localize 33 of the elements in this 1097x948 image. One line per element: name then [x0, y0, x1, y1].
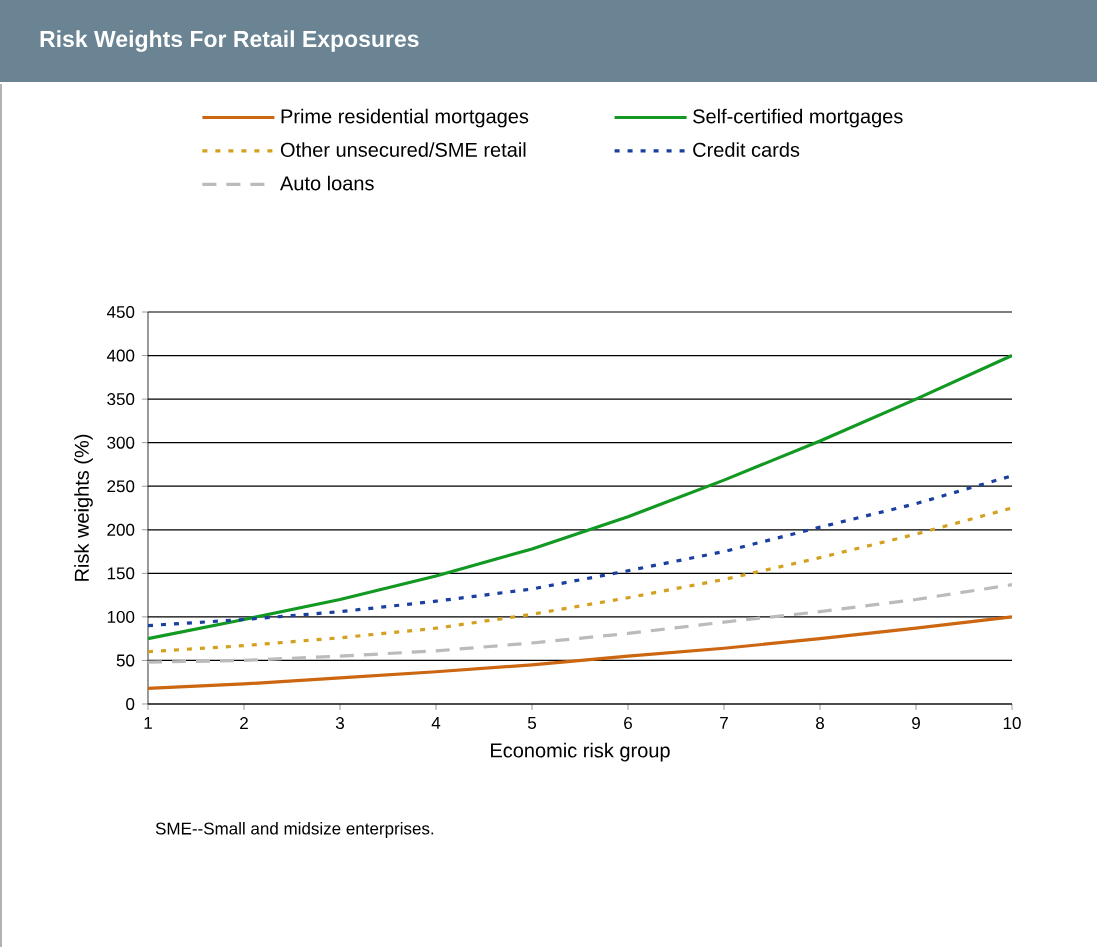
x-axis-title: Economic risk group — [491, 742, 670, 762]
x-tick-label: 9 — [912, 717, 920, 730]
line-series — [148, 583, 1013, 664]
x-tick-label: 1 — [144, 717, 152, 729]
y-axis-title: Risk weights (%) — [74, 434, 93, 581]
text: SME--Small and midsize enterprises. — [155, 822, 434, 838]
x-tick-label: 7 — [720, 717, 728, 729]
y-tick-label: 450 — [106, 306, 135, 319]
legend-label: Credit cards — [693, 142, 800, 157]
y-tick-label: 150 — [107, 567, 135, 580]
y-tick-label: 50 — [116, 654, 135, 667]
x-tick-label: 4 — [431, 717, 441, 729]
y-tick-label: 200 — [107, 523, 135, 536]
line-series — [148, 615, 1013, 690]
x-tick-label: 6 — [624, 717, 632, 730]
x-tick-label: 2 — [240, 717, 248, 729]
x-tick-label: 10 — [1003, 717, 1021, 730]
x-tick-label: 8 — [816, 717, 824, 730]
y-tick-label: 300 — [107, 436, 135, 449]
y-tick-label: 100 — [107, 610, 135, 623]
x-tick-label: 5 — [527, 717, 537, 729]
legend-label: Other unsecured/SME retail — [280, 142, 526, 157]
y-tick-label: 250 — [107, 480, 135, 493]
line-series — [148, 353, 1013, 641]
y-tick-label: 0 — [126, 697, 135, 711]
y-tick-label: 400 — [106, 349, 135, 362]
legend-label: Prime residential mortgages — [281, 108, 529, 128]
y-tick-label: 350 — [107, 393, 135, 406]
chart-title: Risk Weights For Retail Exposures — [40, 30, 419, 52]
line-series — [148, 506, 1013, 654]
x-tick-label: 3 — [335, 717, 344, 730]
legend-label: Auto loans — [280, 175, 374, 191]
legend-label: Self-certified mortgages — [693, 108, 903, 128]
